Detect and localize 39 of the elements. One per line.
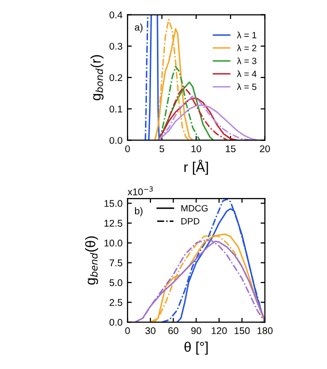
x-tick-label: 20 [260,145,270,152]
x-tick-label: 60 [168,327,178,334]
legend-label: λ = 5 [236,83,256,90]
legend-label: λ = 4 [236,70,256,77]
legend-label: MDCG [181,205,208,212]
y-tick-label: 12.5 [104,220,122,227]
x-tick-label: 10 [192,145,202,152]
x-tick-label: 90 [191,327,202,334]
x-axis-title: r [Å] [184,160,208,175]
annotation: b) [135,207,142,216]
y-tick-label: 0.0 [110,136,122,144]
y-axis-title: g$_{bend}$(θ) [85,236,98,285]
y-tick-label: 0.1 [110,106,122,112]
y-tick-label: 5.0 [110,279,122,286]
x-tick-label: 0 [125,327,130,334]
x-tick-label: 15 [226,145,236,152]
legend-label: λ = 1 [236,32,256,38]
text: x10$^{−3}$ [128,186,153,196]
x-tick-label: 0 [125,145,130,152]
y-tick-label: 0.2 [110,74,122,82]
x-tick-label: 120 [212,327,227,334]
legend-label: λ = 2 [236,44,256,52]
x-axis-title: θ [°] [184,342,208,355]
y-tick-label: 0.3 [110,42,122,50]
y-tick-label: 0.4 [110,11,122,18]
y-tick-label: 2.5 [110,299,122,306]
y-tick-label: 10.0 [104,240,122,247]
y-tick-label: 0.0 [110,318,122,326]
y-tick-label: 15.0 [104,200,122,207]
legend-label: DPD [181,218,200,224]
x-tick-label: 5 [160,145,164,152]
legend-label: λ = 3 [236,58,256,64]
x-tick-label: 30 [145,327,156,334]
annotation: a) [134,24,142,33]
y-axis-title: g$_{bond}$(r) [90,55,104,100]
line-series [144,14,148,140]
x-tick-label: 180 [258,327,273,334]
y-tick-label: 7.5 [110,260,122,266]
x-tick-label: 150 [234,327,250,334]
